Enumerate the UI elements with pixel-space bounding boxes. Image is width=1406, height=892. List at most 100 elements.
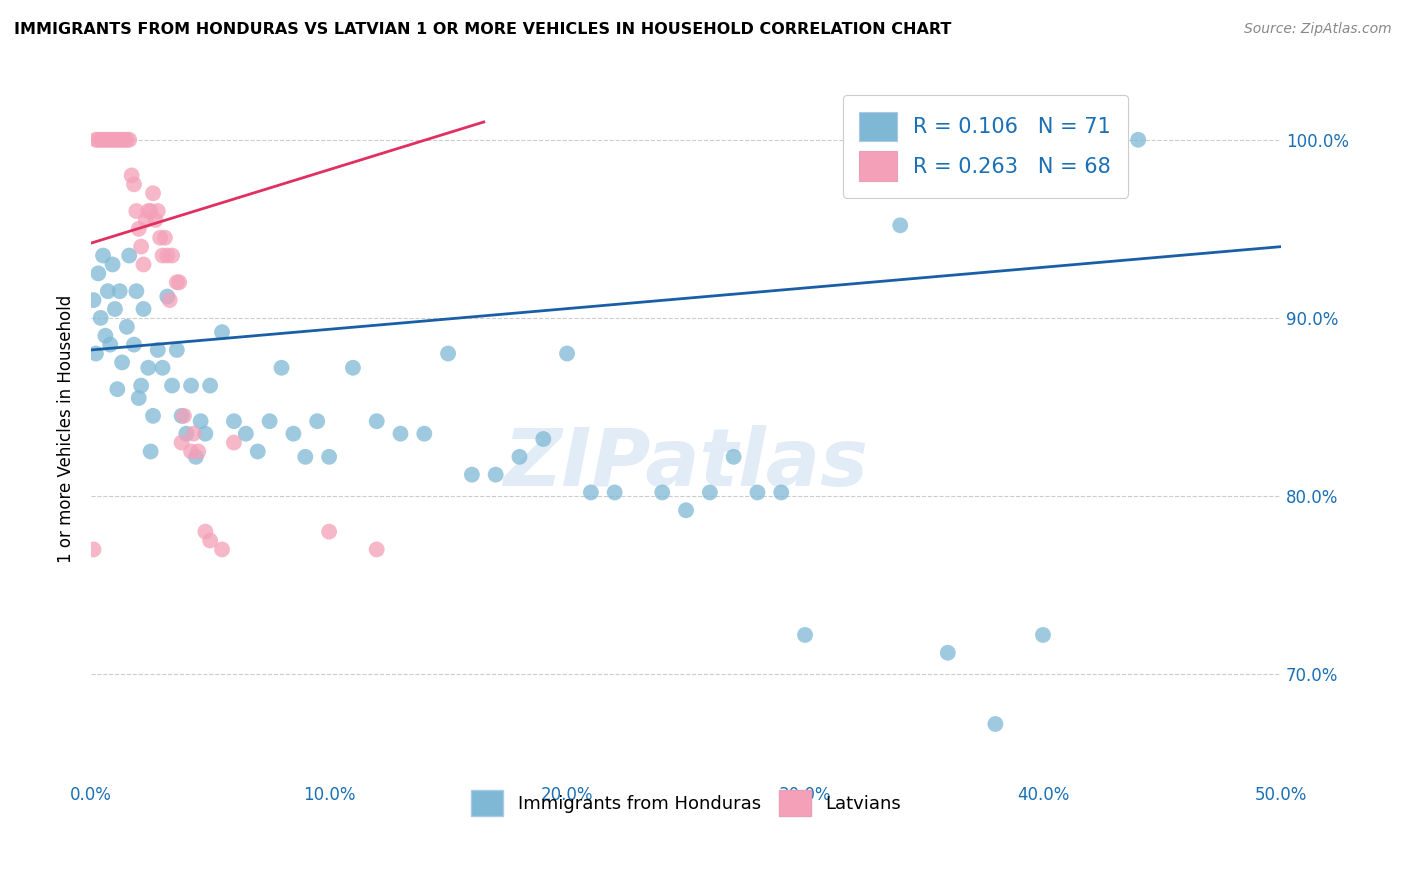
Point — [198, 533, 221, 548]
Point — [307, 414, 329, 428]
Point — [180, 378, 202, 392]
Point — [211, 325, 233, 339]
Point — [104, 301, 127, 316]
Point — [136, 204, 159, 219]
Point — [294, 450, 316, 464]
Point — [122, 337, 145, 351]
Point — [270, 360, 292, 375]
Point — [936, 646, 959, 660]
Point — [139, 444, 162, 458]
Point — [508, 450, 530, 464]
Point — [166, 343, 188, 357]
Point — [108, 133, 131, 147]
Point — [94, 328, 117, 343]
Point — [170, 435, 193, 450]
Point — [187, 444, 209, 458]
Point — [222, 435, 245, 450]
Point — [84, 133, 107, 147]
Y-axis label: 1 or more Vehicles in Household: 1 or more Vehicles in Household — [58, 295, 75, 564]
Point — [83, 542, 105, 557]
Point — [101, 133, 124, 147]
Point — [152, 248, 174, 262]
Point — [94, 133, 117, 147]
Point — [259, 414, 281, 428]
Point — [222, 414, 245, 428]
Point — [194, 524, 217, 539]
Point — [211, 542, 233, 557]
Point — [142, 186, 165, 201]
Point — [118, 133, 141, 147]
Point — [318, 524, 340, 539]
Point — [87, 133, 110, 147]
Point — [125, 284, 148, 298]
Point — [145, 213, 167, 227]
Point — [984, 717, 1007, 731]
Point — [156, 289, 179, 303]
Point — [723, 450, 745, 464]
Point — [699, 485, 721, 500]
Point — [366, 414, 388, 428]
Point — [97, 284, 120, 298]
Point — [461, 467, 484, 482]
Point — [129, 240, 152, 254]
Point — [135, 213, 157, 227]
Point — [84, 346, 107, 360]
Point — [770, 485, 793, 500]
Point — [108, 284, 131, 298]
Point — [531, 432, 554, 446]
Point — [146, 343, 169, 357]
Point — [111, 355, 134, 369]
Point — [132, 301, 155, 316]
Point — [132, 257, 155, 271]
Point — [128, 222, 150, 236]
Point — [675, 503, 697, 517]
Point — [389, 426, 412, 441]
Point — [139, 204, 162, 219]
Point — [283, 426, 305, 441]
Point — [90, 133, 112, 147]
Point — [1032, 628, 1054, 642]
Point — [173, 409, 195, 423]
Point — [603, 485, 626, 500]
Point — [184, 450, 207, 464]
Point — [170, 409, 193, 423]
Legend: Immigrants from Honduras, Latvians: Immigrants from Honduras, Latvians — [461, 781, 911, 825]
Point — [194, 426, 217, 441]
Point — [1128, 133, 1150, 147]
Text: Source: ZipAtlas.com: Source: ZipAtlas.com — [1244, 22, 1392, 37]
Point — [160, 248, 183, 262]
Point — [91, 248, 114, 262]
Point — [318, 450, 340, 464]
Point — [129, 378, 152, 392]
Point — [246, 444, 269, 458]
Point — [413, 426, 436, 441]
Point — [136, 360, 159, 375]
Point — [747, 485, 769, 500]
Point — [198, 378, 221, 392]
Point — [159, 293, 181, 307]
Point — [437, 346, 460, 360]
Text: IMMIGRANTS FROM HONDURAS VS LATVIAN 1 OR MORE VEHICLES IN HOUSEHOLD CORRELATION : IMMIGRANTS FROM HONDURAS VS LATVIAN 1 OR… — [14, 22, 952, 37]
Point — [555, 346, 578, 360]
Point — [90, 310, 112, 325]
Point — [91, 133, 114, 147]
Point — [97, 133, 120, 147]
Point — [118, 248, 141, 262]
Point — [142, 409, 165, 423]
Point — [115, 319, 138, 334]
Point — [152, 360, 174, 375]
Point — [889, 219, 911, 233]
Point — [579, 485, 602, 500]
Point — [146, 204, 169, 219]
Point — [125, 204, 148, 219]
Point — [166, 275, 188, 289]
Point — [104, 133, 127, 147]
Point — [122, 178, 145, 192]
Point — [342, 360, 364, 375]
Point — [235, 426, 257, 441]
Point — [190, 414, 212, 428]
Point — [111, 133, 134, 147]
Point — [115, 133, 138, 147]
Point — [160, 378, 183, 392]
Point — [105, 382, 128, 396]
